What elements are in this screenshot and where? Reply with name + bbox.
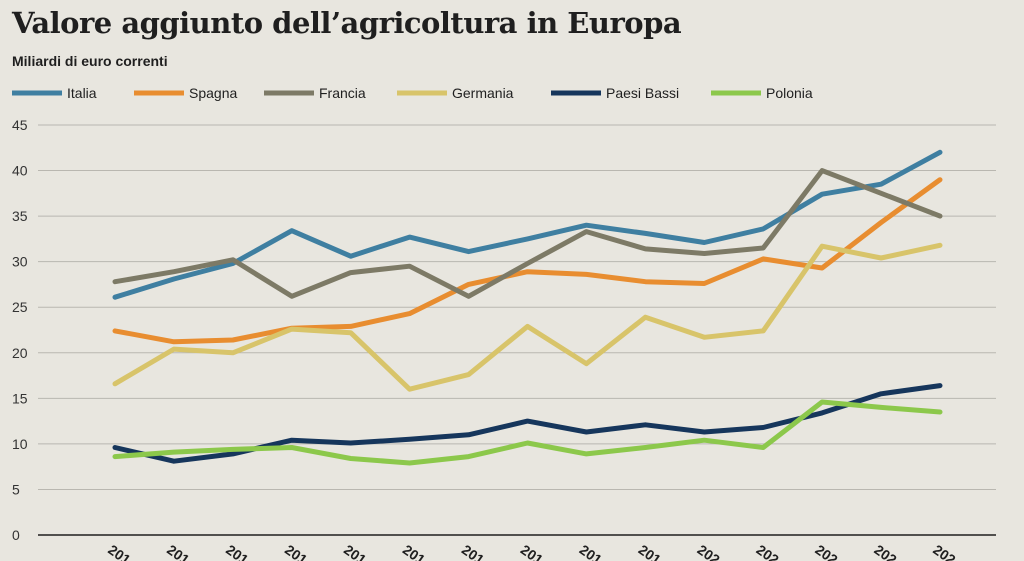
y-tick-label-0: 0 [12,527,20,543]
y-tick-label-15: 15 [12,390,28,406]
x-tick-label-3: 201 [282,541,310,561]
legend-label-5: Polonia [766,85,813,101]
y-tick-label-30: 30 [12,254,28,270]
series-line-2 [112,168,943,299]
x-tick-label-4: 201 [341,541,369,561]
x-tick-label-9: 201 [636,541,664,561]
x-tick-label-14: 202 [930,541,958,561]
y-tick-label-25: 25 [12,299,28,315]
y-tick-label-5: 5 [12,481,20,497]
x-tick-label-12: 202 [812,541,840,561]
y-axis: 0 5 10 15 20 25 30 35 40 45 [12,117,28,543]
y-tick-label-10: 10 [12,436,28,452]
series-line-3 [112,242,943,392]
x-tick-label-2: 201 [223,541,251,561]
series-lines [112,149,943,466]
x-tick-label-13: 202 [871,541,899,561]
x-tick-label-6: 201 [459,541,487,561]
y-tick-label-45: 45 [12,117,28,133]
legend-label-1: Spagna [189,85,237,101]
series-line-1 [112,177,943,345]
x-tick-label-5: 201 [400,541,428,561]
x-tick-label-8: 201 [577,541,605,561]
x-axis: 201 201 201 201 201 201 201 201 201 201 202 202 202 2… [38,534,996,561]
y-tick-label-35: 35 [12,208,28,224]
y-tick-label-40: 40 [12,163,28,179]
x-tick-label-7: 201 [518,541,546,561]
x-tick-label-1: 201 [164,541,192,561]
chart-title: Valore aggiunto dell’agricoltura in Euro… [12,6,682,40]
legend-label-4: Paesi Bassi [606,85,679,101]
x-tick-label-10: 202 [695,541,723,561]
y-tick-label-20: 20 [12,345,28,361]
x-tick-label-0: 201 [105,541,133,561]
series-line-5 [112,399,943,466]
legend-label-2: Francia [319,85,366,101]
legend-label-0: Italia [67,85,97,101]
x-tick-label-11: 202 [753,541,781,561]
legend: Italia Spagna Francia Germania Paesi Bassi Po… [12,85,813,101]
series-line-0 [112,149,943,300]
legend-label-3: Germania [452,85,514,101]
chart-subtitle: Miliardi di euro correnti [12,53,168,69]
